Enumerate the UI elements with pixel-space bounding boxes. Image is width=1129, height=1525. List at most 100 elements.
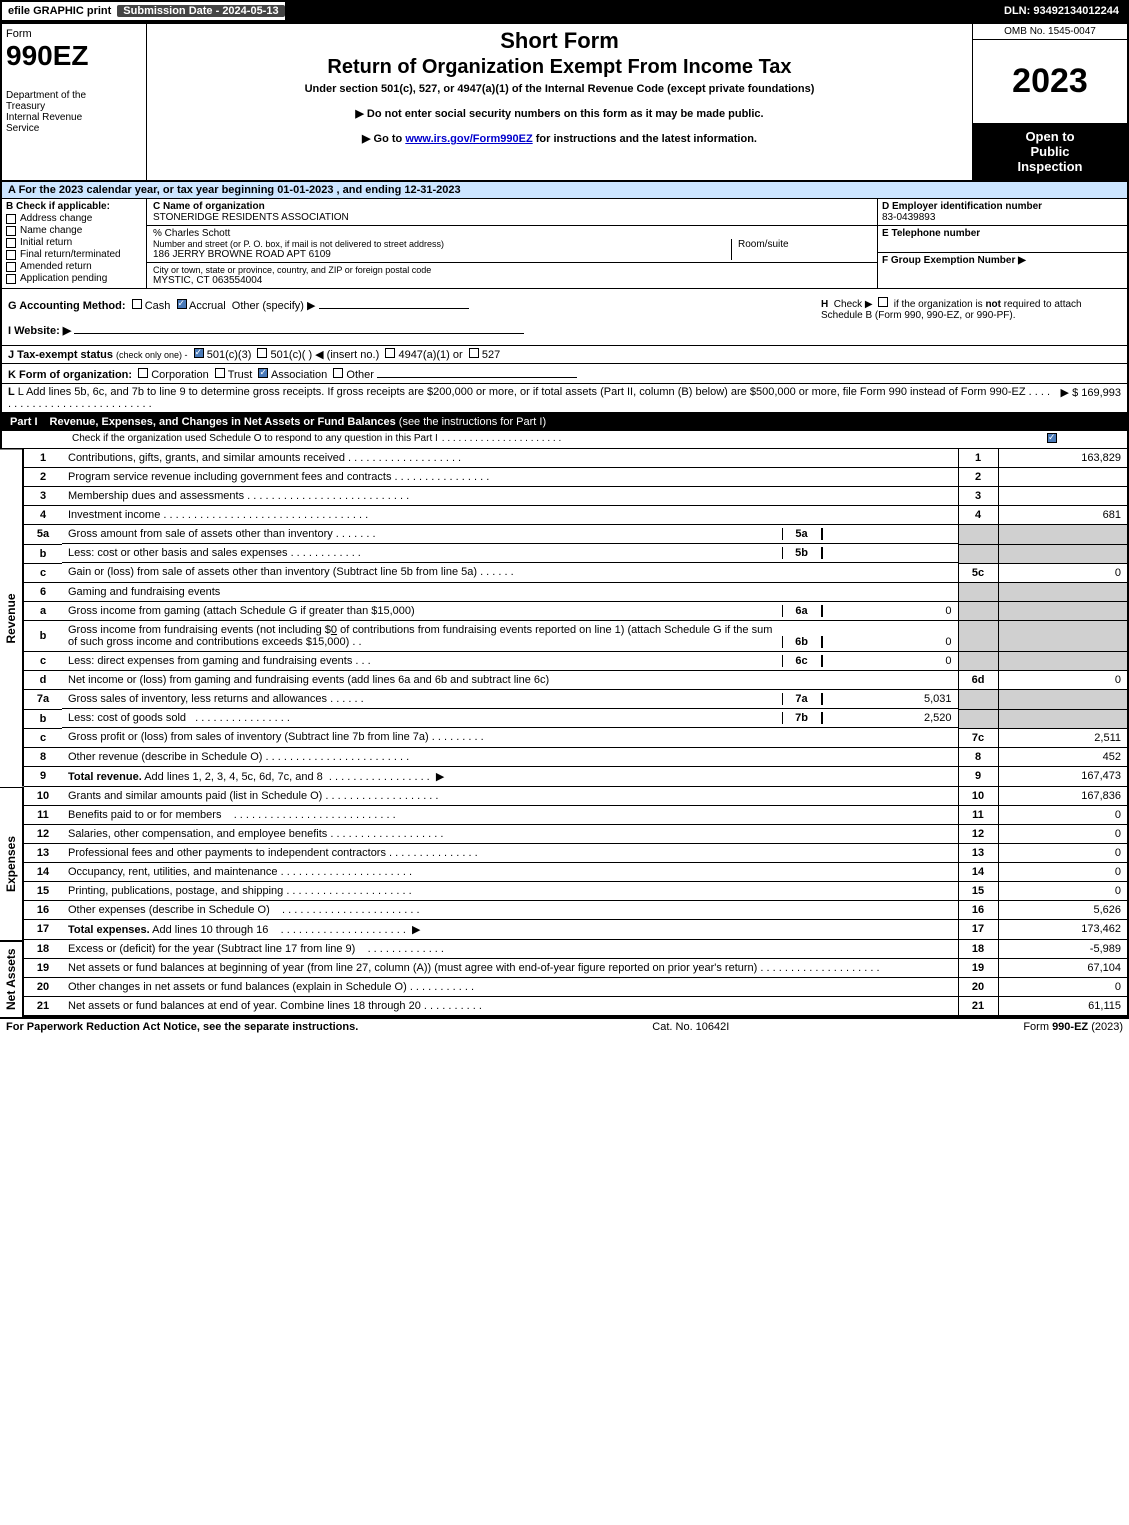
website-field[interactable] <box>74 322 524 334</box>
line-6d-value: 0 <box>998 671 1128 690</box>
line-5c: cGain or (loss) from sale of assets othe… <box>24 563 1128 582</box>
line-5b: bLess: cost or other basis and sales exp… <box>24 544 1128 563</box>
j-label: J Tax-exempt status <box>8 349 113 361</box>
line-6a: aGross income from gaming (attach Schedu… <box>24 601 1128 621</box>
line-17-value: 173,462 <box>998 919 1128 939</box>
line-10: 10Grants and similar amounts paid (list … <box>24 787 1128 806</box>
chk-association[interactable] <box>258 368 268 378</box>
percent-name: % Charles Schott <box>153 228 871 239</box>
line-18: 18Excess or (deficit) for the year (Subt… <box>24 940 1128 959</box>
chk-schedule-o-part1[interactable] <box>1047 433 1057 443</box>
line-13: 13Professional fees and other payments t… <box>24 843 1128 862</box>
line-9: 9Total revenue. Add lines 1, 2, 3, 4, 5c… <box>24 766 1128 786</box>
line-15-value: 0 <box>998 881 1128 900</box>
line-6c-value: 0 <box>822 655 952 667</box>
line-5b-value <box>822 547 952 559</box>
note-ssn: ▶ Do not enter social security numbers o… <box>355 107 763 120</box>
note-goto-suffix: for instructions and the latest informat… <box>533 133 757 145</box>
other-org-field[interactable] <box>377 366 577 378</box>
checkbox-icon[interactable] <box>6 226 16 236</box>
line-12-value: 0 <box>998 824 1128 843</box>
chk-initial-return[interactable]: Initial return <box>6 237 142 248</box>
row-j: J Tax-exempt status (check only one) - 5… <box>0 346 1129 364</box>
checkbox-icon[interactable] <box>6 214 16 224</box>
phone-label: E Telephone number <box>882 228 1123 239</box>
city-value: MYSTIC, CT 063554004 <box>153 275 871 286</box>
submission-date-pill: Submission Date - 2024-05-13 <box>117 5 284 17</box>
checkbox-icon[interactable] <box>6 262 16 272</box>
inspection-l1: Open to <box>977 129 1123 144</box>
section-def: D Employer identification number 83-0439… <box>877 199 1127 288</box>
chk-application-pending[interactable]: Application pending <box>6 273 142 284</box>
irs-link[interactable]: www.irs.gov/Form990EZ <box>405 133 532 145</box>
chk-501c[interactable] <box>257 348 267 358</box>
inspection-l2: Public <box>977 144 1123 159</box>
checkbox-icon[interactable] <box>6 238 16 248</box>
line-3: 3Membership dues and assessments . . . .… <box>24 487 1128 506</box>
row-h: H Check ▶ if the organization is not req… <box>821 297 1121 337</box>
org-name: STONERIDGE RESIDENTS ASSOCIATION <box>153 212 871 223</box>
c-name-label: C Name of organization <box>153 201 265 212</box>
section-c: C Name of organization STONERIDGE RESIDE… <box>147 199 877 288</box>
line-3-value <box>998 487 1128 506</box>
inspection-box: Open to Public Inspection <box>973 123 1127 180</box>
room-suite-label: Room/suite <box>731 239 871 260</box>
revenue-side-label: Revenue <box>0 449 24 787</box>
part1-title: Revenue, Expenses, and Changes in Net As… <box>50 416 547 428</box>
subtitle: Under section 501(c), 527, or 4947(a)(1)… <box>305 83 815 95</box>
chk-corporation[interactable] <box>138 368 148 378</box>
row-l: L L Add lines 5b, 6c, and 7b to line 9 t… <box>0 384 1129 413</box>
city-label: City or town, state or province, country… <box>153 265 871 275</box>
line-17: 17Total expenses. Add lines 10 through 1… <box>24 919 1128 939</box>
line-10-value: 167,836 <box>998 787 1128 806</box>
row-l-amount: ▶ $ 169,993 <box>1053 386 1121 410</box>
chk-final-return[interactable]: Final return/terminated <box>6 249 142 260</box>
chk-501c3[interactable] <box>194 348 204 358</box>
line-11-value: 0 <box>998 805 1128 824</box>
checkbox-icon[interactable] <box>6 250 16 260</box>
header-left: Form 990EZ Department of theTreasuryInte… <box>2 24 147 180</box>
expenses-side-label: Expenses <box>0 787 24 940</box>
line-2: 2Program service revenue including gover… <box>24 468 1128 487</box>
line-5c-value: 0 <box>998 563 1128 582</box>
omb-number: OMB No. 1545-0047 <box>973 24 1127 40</box>
line-8: 8Other revenue (describe in Schedule O) … <box>24 747 1128 766</box>
block-bcdef: B Check if applicable: Address change Na… <box>0 199 1129 289</box>
chk-trust[interactable] <box>215 368 225 378</box>
row-gh: G Accounting Method: Cash Accrual Other … <box>0 289 1129 346</box>
other-specify-field[interactable] <box>319 297 469 309</box>
ein-value: 83-0439893 <box>882 212 1123 223</box>
note-goto: ▶ Go to www.irs.gov/Form990EZ for instru… <box>362 132 757 145</box>
line-21: 21Net assets or fund balances at end of … <box>24 996 1128 1016</box>
line-6c: cLess: direct expenses from gaming and f… <box>24 652 1128 671</box>
chk-accrual[interactable] <box>177 299 187 309</box>
row-k: K Form of organization: Corporation Trus… <box>0 364 1129 384</box>
group-exemption-label: F Group Exemption Number ▶ <box>882 255 1123 266</box>
line-19-value: 67,104 <box>998 958 1128 977</box>
footer-right: Form 990-EZ (2023) <box>1023 1021 1123 1033</box>
chk-name-change[interactable]: Name change <box>6 225 142 236</box>
note-goto-prefix: ▶ Go to <box>362 133 405 145</box>
row-a-period: A For the 2023 calendar year, or tax yea… <box>0 182 1129 199</box>
k-label: K Form of organization: <box>8 369 132 381</box>
part1-subline: Check if the organization used Schedule … <box>0 431 1129 449</box>
line-6: 6Gaming and fundraising events <box>24 582 1128 601</box>
chk-address-change[interactable]: Address change <box>6 213 142 224</box>
chk-amended-return[interactable]: Amended return <box>6 261 142 272</box>
chk-527[interactable] <box>469 348 479 358</box>
footer-center: Cat. No. 10642I <box>652 1021 729 1033</box>
short-form-title: Short Form <box>500 28 619 54</box>
i-label: I Website: ▶ <box>8 325 71 337</box>
line-5a: 5aGross amount from sale of assets other… <box>24 525 1128 545</box>
revenue-section: Revenue 1Contributions, gifts, grants, a… <box>0 449 1129 787</box>
line-8-value: 452 <box>998 747 1128 766</box>
line-16: 16Other expenses (describe in Schedule O… <box>24 900 1128 919</box>
chk-cash[interactable] <box>132 299 142 309</box>
checkbox-icon[interactable] <box>6 274 16 284</box>
chk-schedule-b[interactable] <box>878 297 888 307</box>
chk-4947[interactable] <box>385 348 395 358</box>
row-g: G Accounting Method: Cash Accrual Other … <box>8 297 821 337</box>
chk-other-org[interactable] <box>333 368 343 378</box>
efile-print-label[interactable]: efile GRAPHIC print <box>2 5 117 17</box>
part1-label: Part I <box>10 416 50 428</box>
